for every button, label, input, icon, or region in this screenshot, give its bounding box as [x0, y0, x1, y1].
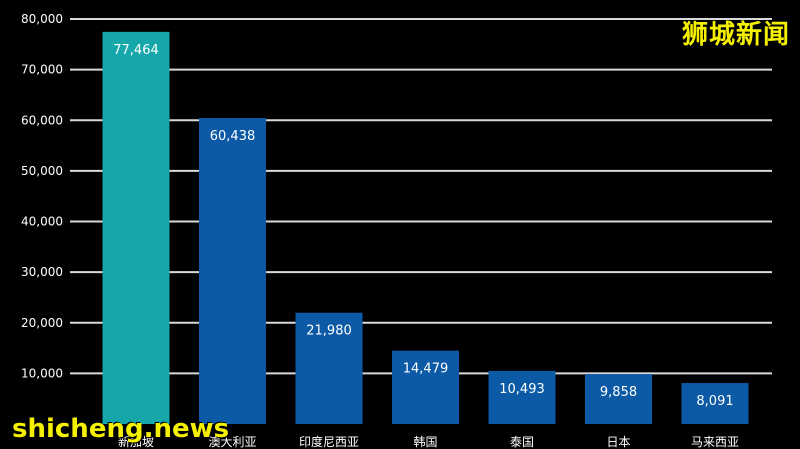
y-axis-ticks: 10,000 20,000 30,000 40,000 50,000 60,000 70,0… [21, 12, 63, 380]
bar-value-label: 8,091 [696, 394, 733, 409]
x-tick-label: 马来西亚 [691, 435, 739, 449]
x-tick-label: 澳大利亚 [208, 435, 256, 449]
bar-value-label: 10,493 [499, 382, 545, 397]
y-tick-label: 30,000 [21, 265, 63, 279]
bar [102, 31, 170, 424]
y-tick-label: 40,000 [21, 215, 63, 229]
x-tick-label: 韩国 [413, 434, 437, 449]
x-tick-label: 泰国 [510, 435, 534, 449]
bar [199, 118, 266, 424]
x-tick-label: 新加坡 [118, 434, 154, 449]
x-axis-ticks: 新加坡 澳大利亚 印度尼西亚 韩国 泰国 日本 马来西亚 [118, 434, 739, 449]
y-tick-label: 50,000 [21, 164, 63, 178]
y-tick-label: 70,000 [21, 63, 63, 77]
x-tick-label: 日本 [606, 435, 630, 449]
bar-value-label: 21,980 [306, 324, 352, 339]
bar [488, 370, 556, 424]
y-tick-label: 20,000 [21, 316, 63, 330]
bar-value-label: 9,858 [600, 385, 637, 400]
bar-value-label: 60,438 [210, 129, 256, 144]
bar-value-label: 14,479 [403, 362, 449, 377]
value-labels: 77,464 60,438 21,980 14,479 10,493 9,858 8,091 [113, 43, 733, 409]
x-tick-label: 印度尼西亚 [299, 434, 359, 449]
bar [681, 383, 749, 424]
bar [585, 374, 652, 424]
watermark-logo-text: 狮城新闻 [681, 20, 790, 50]
bar-value-label: 77,464 [113, 43, 159, 58]
bar [392, 350, 459, 424]
y-tick-label: 80,000 [21, 12, 63, 26]
y-tick-label: 60,000 [21, 113, 63, 127]
bar [295, 312, 363, 424]
bars [102, 31, 749, 424]
gridlines [70, 18, 772, 375]
watermark-site-text: shicheng.news [12, 414, 230, 444]
y-tick-label: 10,000 [21, 366, 63, 380]
